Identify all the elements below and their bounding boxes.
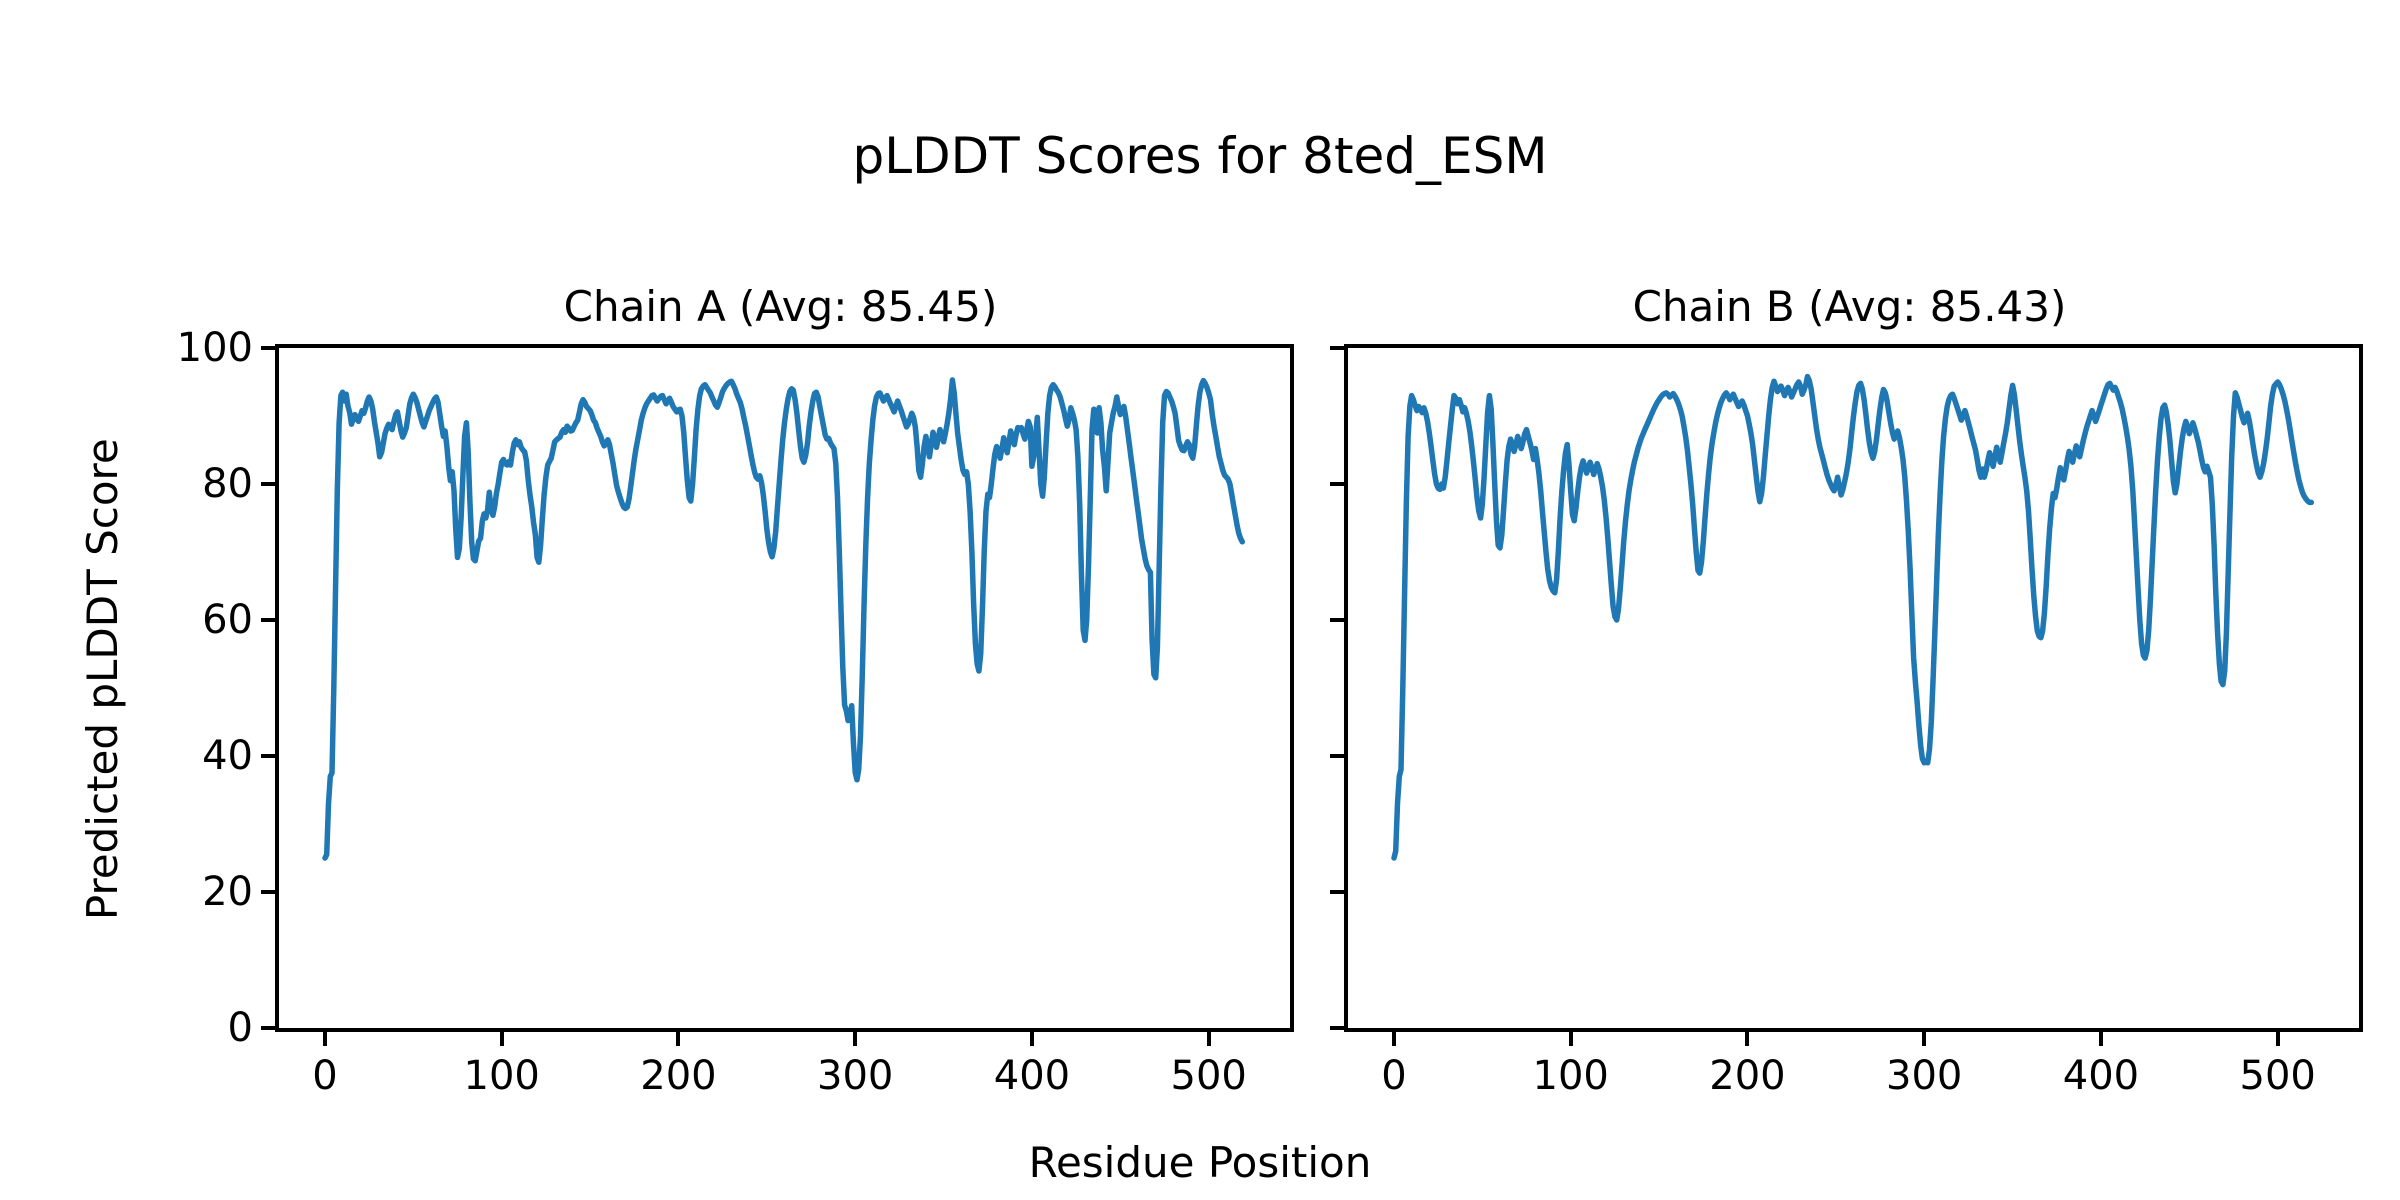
x-tick-mark <box>1391 1032 1396 1046</box>
y-tick-mark <box>1330 754 1344 758</box>
y-tick-mark <box>261 1026 275 1030</box>
x-tick-label: 400 <box>2062 1053 2140 1099</box>
x-tick-label: 0 <box>312 1053 338 1099</box>
x-tick-mark <box>1029 1032 1034 1046</box>
y-tick-label: 100 <box>176 325 253 371</box>
y-tick-label: 20 <box>202 869 253 915</box>
plddt-line-chain-a <box>322 377 1246 861</box>
x-tick-mark <box>853 1032 858 1046</box>
x-tick-label: 100 <box>463 1053 540 1099</box>
x-tick-mark <box>1568 1032 1573 1046</box>
x-tick-mark <box>1745 1032 1750 1046</box>
x-tick-label: 300 <box>817 1053 894 1099</box>
figure-title: pLDDT Scores for 8ted_ESM <box>852 127 1548 185</box>
plddt-line-chain-b <box>1391 373 2315 861</box>
x-tick-mark <box>2275 1032 2280 1046</box>
y-axis-label: Predicted pLDDT Score <box>77 438 127 921</box>
y-tick-label: 0 <box>227 1005 253 1051</box>
axes-chain-a <box>275 344 1294 1032</box>
y-tick-mark <box>1330 618 1344 622</box>
x-axis-label: Residue Position <box>1028 1138 1372 1187</box>
axes-chain-b <box>1344 344 2363 1032</box>
x-tick-label: 200 <box>640 1053 717 1099</box>
x-tick-label: 300 <box>1886 1053 1963 1099</box>
y-tick-mark <box>1330 346 1344 350</box>
x-tick-label: 500 <box>1170 1053 1247 1099</box>
x-tick-label: 500 <box>2239 1053 2316 1099</box>
x-tick-label: 100 <box>1532 1053 1609 1099</box>
plddt-line-chart-chain-a <box>322 377 1246 861</box>
x-tick-mark <box>676 1032 681 1046</box>
y-tick-label: 80 <box>202 461 253 507</box>
y-tick-mark <box>1330 1026 1344 1030</box>
y-tick-mark <box>261 482 275 486</box>
y-tick-mark <box>1330 890 1344 894</box>
x-tick-mark <box>2098 1032 2103 1046</box>
x-tick-label: 200 <box>1709 1053 1786 1099</box>
x-tick-label: 400 <box>993 1053 1071 1099</box>
subplot-title-chain-b: Chain B (Avg: 85.43) <box>1632 282 2067 331</box>
y-tick-label: 60 <box>202 597 253 643</box>
x-tick-mark <box>1922 1032 1927 1046</box>
y-tick-mark <box>1330 482 1344 486</box>
x-tick-mark <box>1206 1032 1211 1046</box>
y-tick-mark <box>261 754 275 758</box>
y-tick-label: 40 <box>202 733 253 779</box>
x-tick-label: 0 <box>1381 1053 1407 1099</box>
y-tick-mark <box>261 618 275 622</box>
plddt-line-chart-chain-b <box>1391 373 2315 861</box>
y-tick-mark <box>261 890 275 894</box>
subplot-title-chain-a: Chain A (Avg: 85.45) <box>563 282 998 331</box>
x-tick-mark <box>322 1032 327 1046</box>
y-tick-mark <box>261 346 275 350</box>
x-tick-mark <box>499 1032 504 1046</box>
